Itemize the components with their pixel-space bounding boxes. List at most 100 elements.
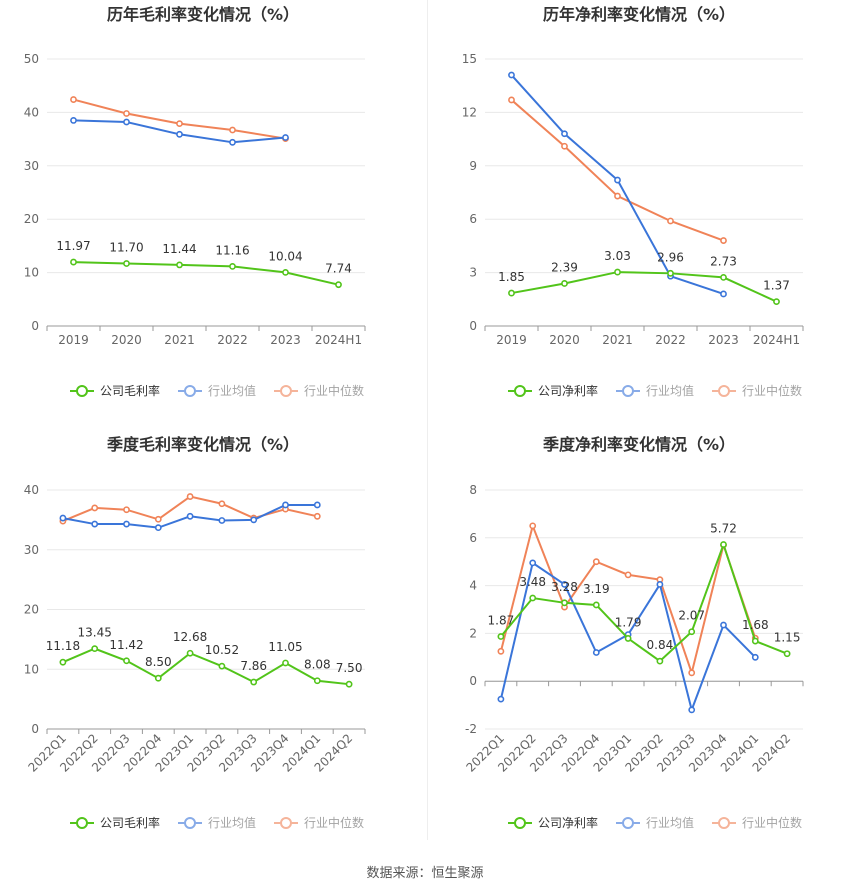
data-point-avg <box>508 71 515 79</box>
y-tick-label: 40 <box>24 105 39 119</box>
legend: 公司净利率 行业均值 行业中位数 <box>508 815 802 830</box>
data-point-company <box>123 657 130 665</box>
series-line-company <box>500 541 788 663</box>
y-tick-label: 30 <box>24 543 39 557</box>
data-point-company <box>313 677 321 685</box>
y-tick-label: 10 <box>24 662 39 676</box>
legend-marker <box>280 385 292 397</box>
data-label: 3.48 <box>519 575 546 589</box>
data-point-company <box>783 650 791 658</box>
data-point-avg <box>176 130 183 138</box>
annual-net-margin-svg: 历年净利率变化情况（%） 0 3 6 9 12 15 2019 2020 2021 2022 2023… <box>462 5 804 398</box>
y-tick-label: 2 <box>469 626 477 640</box>
chart-title: 历年净利率变化情况（%） <box>543 5 735 24</box>
y-tick-label: 12 <box>462 105 477 119</box>
chart-title: 历年毛利率变化情况（%） <box>107 5 299 24</box>
x-tick-label: 2024H1 <box>753 333 800 347</box>
legend-label: 公司净利率 <box>538 383 598 398</box>
data-label: 1.79 <box>615 615 642 629</box>
panel-divider <box>427 0 428 840</box>
data-point-avg <box>91 520 99 528</box>
data-point-company <box>229 263 236 270</box>
data-point-avg <box>751 653 759 661</box>
data-point-company <box>282 659 289 667</box>
data-point-company <box>282 268 289 276</box>
data-label: 10.04 <box>268 249 302 263</box>
data-point-avg <box>561 130 568 138</box>
y-tick-label: 50 <box>24 52 39 66</box>
data-label: 11.16 <box>215 243 249 257</box>
data-label: 3.03 <box>604 249 631 263</box>
y-tick-label: 6 <box>469 531 477 545</box>
data-point-avg <box>282 134 289 141</box>
data-point-company <box>529 594 537 602</box>
quarterly-net-margin-svg: 季度净利率变化情况（%）-2024682022Q12022Q22022Q3202… <box>463 435 804 830</box>
data-point-median <box>720 237 727 244</box>
legend-item-avg: 行业均值 <box>178 815 256 830</box>
data-point-avg <box>282 501 289 509</box>
data-point-median <box>176 120 183 128</box>
x-tick-label: 2023 <box>270 333 301 347</box>
x-tick-label: 2020 <box>111 333 142 347</box>
data-point-company <box>720 541 727 548</box>
legend-marker <box>280 817 292 829</box>
legend-item-avg: 行业均值 <box>616 815 694 830</box>
data-point-avg <box>59 514 67 522</box>
data-point-avg <box>70 117 77 124</box>
x-tick-label: 2021 <box>164 333 195 347</box>
series-line-company <box>511 271 777 303</box>
data-point-company <box>250 678 258 686</box>
data-point-median <box>667 217 674 225</box>
y-tick-label: 6 <box>469 212 477 226</box>
quarterly-gross-margin-svg: 季度毛利率变化情况（%）0102030402022Q12022Q22022Q32… <box>24 435 366 830</box>
data-label: 8.50 <box>145 655 172 669</box>
y-tick-label: 20 <box>24 212 39 226</box>
data-point-median <box>529 522 537 530</box>
y-tick-label: 8 <box>469 483 477 497</box>
chart-title: 季度毛利率变化情况（%） <box>106 435 299 454</box>
data-label: 8.08 <box>304 658 331 672</box>
legend-label: 行业中位数 <box>304 383 364 398</box>
legend-marker <box>76 817 88 829</box>
data-source-note: 数据来源：恒生聚源 <box>366 866 484 881</box>
data-point-company <box>688 628 696 636</box>
data-point-avg <box>688 706 696 714</box>
legend-marker <box>514 817 526 829</box>
data-point-median <box>313 512 321 520</box>
data-point-median <box>497 647 505 655</box>
data-point-median <box>123 110 130 117</box>
legend-item-median: 行业中位数 <box>274 383 364 398</box>
data-point-avg <box>229 138 236 146</box>
data-point-company <box>497 633 505 640</box>
data-label: 2.07 <box>678 609 705 623</box>
data-point-avg <box>614 176 621 184</box>
data-point-avg <box>592 649 600 656</box>
y-tick-label: 20 <box>24 603 39 617</box>
y-tick-label: 40 <box>24 483 39 497</box>
legend-label: 行业均值 <box>646 383 694 398</box>
data-point-company <box>70 258 77 266</box>
data-label: 3.19 <box>583 582 610 596</box>
legend-marker <box>718 817 730 829</box>
data-label: 13.45 <box>78 626 112 640</box>
data-label: 2.73 <box>710 254 737 268</box>
legend-item-median: 行业中位数 <box>712 383 802 398</box>
chart-title: 季度净利率变化情况（%） <box>542 435 735 454</box>
legend-label: 公司毛利率 <box>100 815 160 830</box>
data-point-company <box>218 662 226 670</box>
y-tick-label: 0 <box>31 319 39 333</box>
data-point-company <box>561 599 568 607</box>
data-label: 11.70 <box>109 241 143 255</box>
data-point-avg <box>123 520 130 528</box>
legend-label: 行业中位数 <box>742 383 802 398</box>
data-point-median <box>218 500 226 508</box>
data-point-avg <box>186 512 194 520</box>
legend-marker <box>622 817 634 829</box>
data-point-avg <box>313 501 321 509</box>
data-point-median <box>154 515 162 523</box>
legend-marker <box>622 385 634 397</box>
legend-item-median: 行业中位数 <box>274 815 364 830</box>
legend-marker <box>718 385 730 397</box>
legend-label: 行业中位数 <box>742 815 802 830</box>
data-point-company <box>773 298 780 306</box>
